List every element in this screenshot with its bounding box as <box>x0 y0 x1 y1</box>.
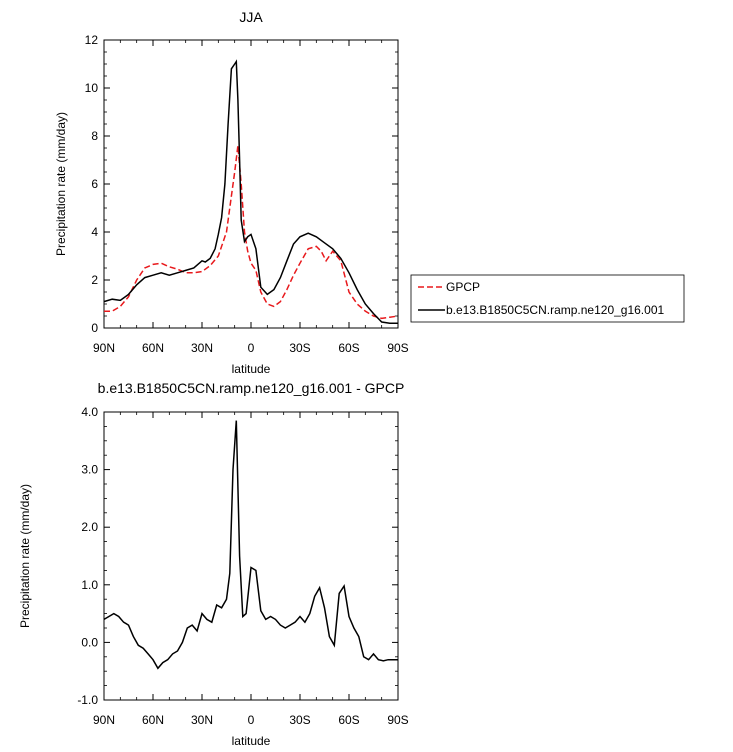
panel-1-series-gpcp-line <box>104 145 399 320</box>
y-tick-label: 3.0 <box>81 463 98 477</box>
y-tick-label: 6 <box>91 177 98 191</box>
panel-1-x-axis: 90N 60N 30N 0 30S 60S 90S <box>93 40 409 355</box>
x-tick-label: 30S <box>289 713 310 727</box>
x-tick-label: 60S <box>338 341 359 355</box>
y-tick-label: -1.0 <box>77 693 98 707</box>
x-tick-label: 90S <box>387 341 408 355</box>
panel-1: JJA 0 2 4 6 8 10 12 90N 60N 30N 0 30S 60S 90S latitu… <box>54 9 685 376</box>
legend-model-label: b.e13.B1850C5CN.ramp.ne120_g16.001 <box>446 303 664 317</box>
legend-box <box>410 274 685 323</box>
y-tick-label: 2 <box>91 273 98 287</box>
y-tick-label: 2.0 <box>81 520 98 534</box>
y-tick-label: 4.0 <box>81 405 98 419</box>
x-tick-label: 30S <box>289 341 310 355</box>
x-tick-label: 60N <box>142 713 164 727</box>
panel-2-y-axis: -1.0 0.0 1.0 2.0 3.0 4.0 <box>77 405 398 707</box>
panel-2-plot-frame <box>103 411 399 701</box>
y-tick-label: 1.0 <box>81 578 98 592</box>
panel-1-plot-frame <box>103 39 399 329</box>
x-tick-label: 60N <box>142 341 164 355</box>
x-tick-label: 30N <box>191 341 213 355</box>
x-tick-label: 90S <box>387 713 408 727</box>
panel-2-x-axis-label: latitude <box>232 734 271 748</box>
x-tick-label: 60S <box>338 713 359 727</box>
panel-2: b.e13.B1850C5CN.ramp.ne120_g16.001 - GPC… <box>18 380 409 748</box>
y-tick-label: 8 <box>91 129 98 143</box>
x-tick-label: 90N <box>93 341 115 355</box>
x-tick-label: 30N <box>191 713 213 727</box>
x-tick-label: 0 <box>248 341 255 355</box>
panel-2-y-axis-label: Precipitation rate (mm/day) <box>18 484 32 628</box>
x-tick-label: 90N <box>93 713 115 727</box>
y-tick-label: 4 <box>91 225 98 239</box>
panel-1-series-model-line <box>103 59 398 324</box>
panel-2-title: b.e13.B1850C5CN.ramp.ne120_g16.001 - GPC… <box>98 380 405 396</box>
panel-1-title: JJA <box>239 9 263 25</box>
panel-1-x-axis-label: latitude <box>232 362 271 376</box>
panel-1-y-axis-label: Precipitation rate (mm/day) <box>54 112 68 256</box>
panel-1-y-axis: 0 2 4 6 8 10 12 <box>85 33 398 335</box>
x-tick-label: 0 <box>248 713 255 727</box>
y-tick-label: 10 <box>85 81 99 95</box>
panel-2-x-axis: 90N 60N 30N 0 30S 60S 90S <box>93 412 409 727</box>
y-tick-label: 12 <box>85 33 99 47</box>
legend-gpcp-label: GPCP <box>446 280 480 294</box>
legend: GPCP b.e13.B1850C5CN.ramp.ne120_g16.001 <box>410 274 685 323</box>
y-tick-label: 0.0 <box>81 635 98 649</box>
panel-2-series-difference-line <box>103 420 398 670</box>
y-tick-label: 0 <box>91 321 98 335</box>
